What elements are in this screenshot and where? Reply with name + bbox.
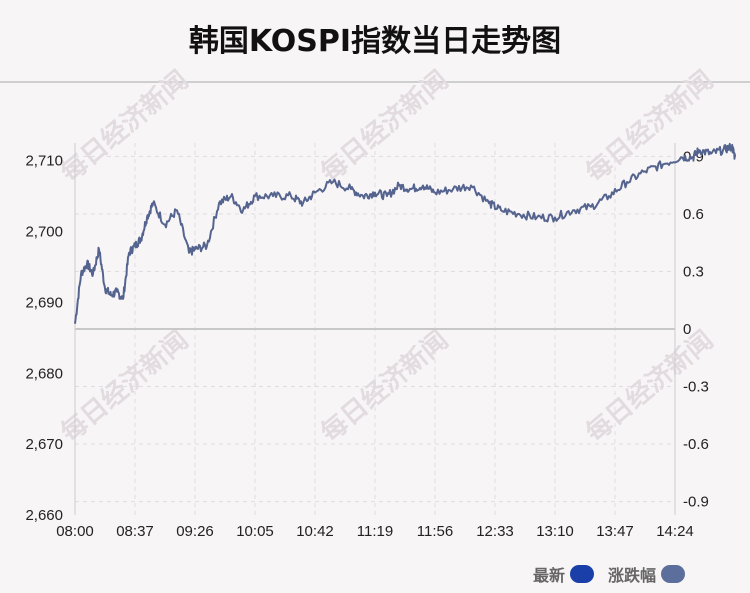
y-right-tick-label: -0.3 xyxy=(683,379,709,396)
y-right-tick-label: 0 xyxy=(683,321,691,338)
x-tick-label: 11:56 xyxy=(417,523,453,540)
legend-label-change: 涨跌幅 xyxy=(608,566,657,585)
x-tick-label: 09:26 xyxy=(176,523,214,540)
y-right-tick-label: -0.9 xyxy=(683,494,709,511)
y-left-tick-label: 2,690 xyxy=(25,294,63,311)
y-right-tick-label: 0.6 xyxy=(683,206,704,223)
y-right-tick-label: -0.6 xyxy=(683,436,709,453)
legend-item-change[interactable]: 涨跌幅 xyxy=(608,563,686,585)
watermark-1: 每日经济新闻 xyxy=(315,64,454,188)
x-tick-label: 12:33 xyxy=(476,523,514,540)
legend-swatch-latest xyxy=(570,565,595,583)
y-left-tick-label: 2,680 xyxy=(25,365,63,382)
y-left-tick-label: 2,710 xyxy=(25,153,63,170)
x-tick-label: 08:37 xyxy=(116,523,154,540)
x-tick-label: 10:42 xyxy=(296,523,334,540)
y-left-tick-label: 2,670 xyxy=(25,436,63,453)
x-tick-label: 08:00 xyxy=(56,523,94,540)
watermark-4: 每日经济新闻 xyxy=(315,324,454,448)
x-tick-label: 14:24 xyxy=(656,523,694,540)
chart-title: 韩国KOSPI指数当日走势图 xyxy=(188,24,562,59)
legend-item-latest[interactable]: 最新 xyxy=(533,563,595,585)
x-tick-label: 10:05 xyxy=(236,523,274,540)
x-tick-label: 13:47 xyxy=(596,523,634,540)
series-line-0 xyxy=(74,142,736,324)
watermark-2: 每日经济新闻 xyxy=(580,64,719,188)
watermark-0: 每日经济新闻 xyxy=(55,64,194,188)
x-tick-label: 11:19 xyxy=(357,523,393,540)
x-tick-label: 13:10 xyxy=(536,523,574,540)
y-left-tick-label: 2,660 xyxy=(25,507,63,524)
y-right-tick-label: 0.3 xyxy=(683,263,704,280)
title-divider xyxy=(0,81,750,83)
legend-label-latest: 最新 xyxy=(533,566,566,585)
y-left-tick-label: 2,700 xyxy=(25,224,63,241)
legend-swatch-change xyxy=(661,565,686,583)
